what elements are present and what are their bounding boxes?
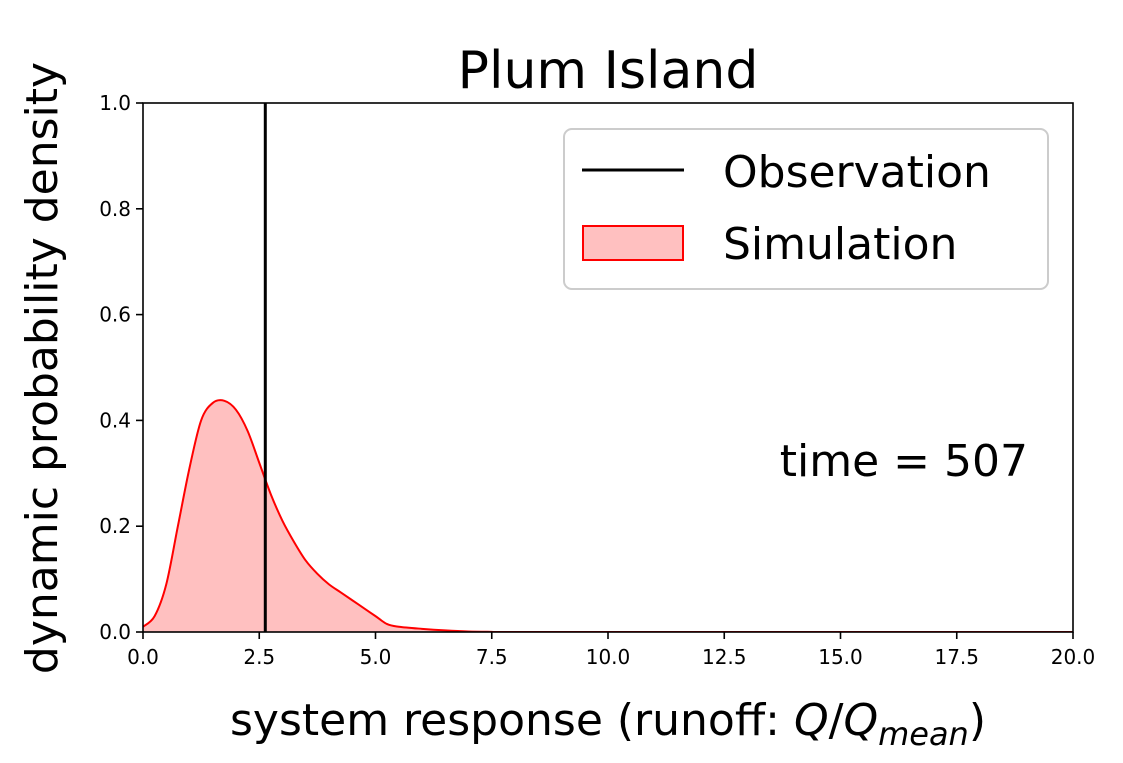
x-axis-label-suffix: ) <box>969 695 986 746</box>
legend-simulation-swatch <box>582 225 684 261</box>
simulation-density-fill <box>143 400 1073 632</box>
time-annotation: time = 507 <box>780 436 1028 487</box>
x-axis-label-qmean: Q <box>843 695 878 746</box>
y-axis-ticks: 0.0 0.2 0.4 0.6 0.8 1.0 <box>99 91 143 644</box>
x-tick-label: 17.5 <box>934 645 979 669</box>
legend-observation-label: Observation <box>723 147 991 198</box>
x-axis-label: system response (runoff: Q/Qmean) <box>230 695 986 753</box>
x-tick-label: 20.0 <box>1051 645 1096 669</box>
y-tick-label: 0.8 <box>99 197 131 221</box>
legend-box <box>563 128 1049 290</box>
x-axis-label-prefix: system response (runoff: <box>230 695 794 746</box>
x-axis-label-slash: / <box>829 695 844 746</box>
x-tick-label: 2.5 <box>243 645 275 669</box>
x-axis-ticks: 0.0 2.5 5.0 7.5 10.0 12.5 15.0 17.5 20.0 <box>127 632 1095 669</box>
y-axis-label: dynamic probability density <box>17 62 68 674</box>
legend-simulation-label: Simulation <box>723 219 957 270</box>
chart-title: Plum Island <box>458 41 759 101</box>
x-tick-label: 0.0 <box>127 645 159 669</box>
y-tick-label: 0.0 <box>99 620 131 644</box>
y-tick-label: 0.4 <box>99 408 131 432</box>
x-tick-label: 5.0 <box>360 645 392 669</box>
y-tick-label: 1.0 <box>99 91 131 115</box>
legend: Observation Simulation <box>563 128 1049 290</box>
y-tick-label: 0.6 <box>99 303 131 327</box>
x-axis-label-subscript: mean <box>878 715 969 753</box>
x-tick-label: 10.0 <box>586 645 631 669</box>
x-axis-label-q: Q <box>794 695 829 746</box>
y-tick-label: 0.2 <box>99 514 131 538</box>
x-tick-label: 7.5 <box>476 645 508 669</box>
x-tick-label: 12.5 <box>702 645 747 669</box>
x-tick-label: 15.0 <box>818 645 863 669</box>
